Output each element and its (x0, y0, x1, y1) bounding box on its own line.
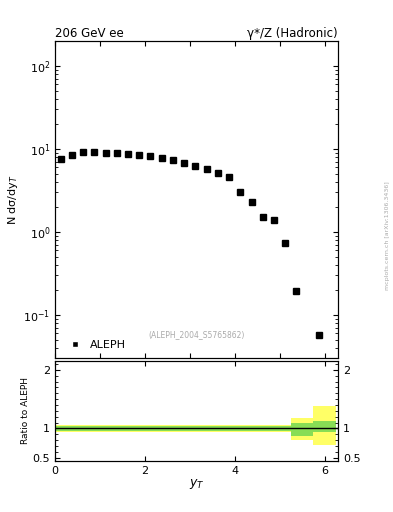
Text: γ*/Z (Hadronic): γ*/Z (Hadronic) (247, 27, 338, 40)
X-axis label: $y_T$: $y_T$ (189, 477, 204, 491)
Text: 206 GeV ee: 206 GeV ee (55, 27, 124, 40)
Text: mcplots.cern.ch [arXiv:1306.3436]: mcplots.cern.ch [arXiv:1306.3436] (385, 181, 389, 290)
Text: (ALEPH_2004_S5765862): (ALEPH_2004_S5765862) (148, 330, 245, 339)
Legend: ALEPH: ALEPH (61, 336, 129, 353)
Y-axis label: N dσ/dy$_T$: N dσ/dy$_T$ (6, 174, 20, 225)
Y-axis label: Ratio to ALEPH: Ratio to ALEPH (21, 377, 30, 444)
